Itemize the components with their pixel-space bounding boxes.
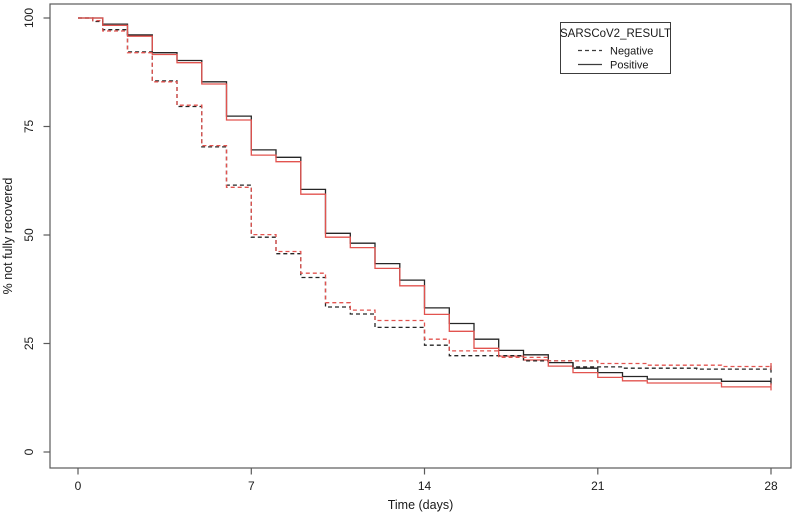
survival-curves [78,17,772,391]
y-tick-label: 0 [22,448,36,455]
legend-title: SARSCoV2_RESULT [560,28,671,40]
x-tick-label: 0 [75,479,82,493]
x-axis-ticks [77,468,772,475]
curve-positive-red [78,17,771,388]
x-tick-label: 14 [418,479,432,493]
x-axis-title: Time (days) [388,498,454,512]
y-axis-title: % not fully recovered [1,178,15,295]
y-axis-ticks [43,17,50,453]
legend-label-positive: Positive [610,60,649,72]
curve-negative-red [78,17,771,368]
legend-label-negative: Negative [610,46,653,58]
x-axis-tick-labels: 0 7 14 21 28 [75,479,778,493]
y-axis-tick-labels: 0 25 50 75 100 [22,8,36,456]
curve-positive-black [78,17,771,382]
legend: SARSCoV2_RESULT Negative Positive [560,22,671,74]
y-tick-label: 25 [22,337,36,351]
y-tick-label: 50 [22,228,36,242]
y-tick-label: 100 [22,8,36,28]
x-tick-label: 28 [764,479,778,493]
y-tick-label: 75 [22,120,36,134]
x-tick-label: 21 [591,479,605,493]
plot-border [49,3,792,469]
x-tick-label: 7 [248,479,255,493]
